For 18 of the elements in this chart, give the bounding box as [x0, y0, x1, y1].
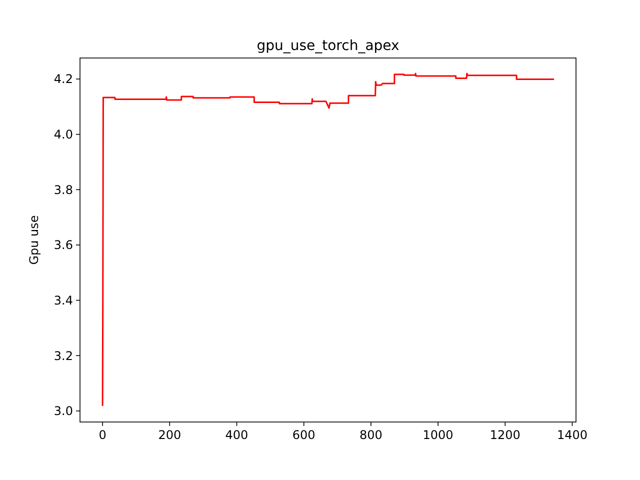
y-tick-label: 3.8 [54, 182, 73, 197]
y-axis-title: Gpu use [27, 215, 41, 265]
y-tick-label: 3.4 [54, 294, 73, 308]
x-tick-label: 200 [158, 428, 182, 442]
y-tick-label: 4.2 [54, 72, 73, 86]
x-tick-label: 800 [359, 428, 382, 442]
x-tick-label: 0 [98, 428, 106, 442]
y-tick-label: 3.6 [54, 238, 73, 252]
chart-title: gpu_use_torch_apex [256, 38, 400, 54]
x-tick-label: 600 [292, 428, 316, 442]
y-tick-label: 3.0 [54, 404, 73, 418]
y-tick-label: 3.2 [54, 348, 73, 363]
y-tick-label: 4.0 [54, 128, 73, 142]
line-series [102, 72, 554, 406]
x-tick-label: 1200 [490, 428, 520, 442]
x-tick-label: 1000 [422, 428, 454, 442]
x-tick-label: 1400 [556, 428, 588, 442]
x-tick-label: 400 [225, 428, 248, 442]
